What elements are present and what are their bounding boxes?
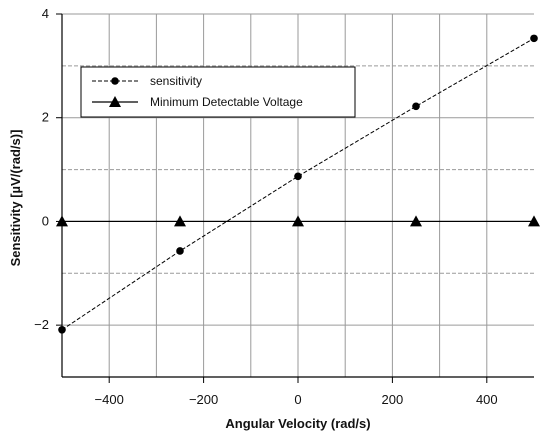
- x-tick-label: −200: [189, 392, 218, 407]
- legend-sensitivity-label: sensitivity: [150, 74, 202, 88]
- legend-minimum-detectable-voltage-marker: [109, 96, 121, 107]
- sensitivity-point: [412, 102, 420, 111]
- sensitivity-point: [176, 247, 184, 255]
- y-tick-label: 2: [42, 110, 49, 125]
- legend-sensitivity-marker: [111, 77, 119, 85]
- sensitivity-point: [58, 326, 66, 334]
- x-tick-label: 400: [476, 392, 498, 407]
- sensitivity-point: [530, 34, 538, 43]
- x-tick-label: 0: [294, 392, 301, 407]
- legend-box: [80, 66, 356, 118]
- x-axis-title: Angular Velocity (rad/s): [225, 416, 370, 431]
- y-tick-label: −2: [34, 317, 49, 332]
- minimum-detectable-voltage-point: [410, 215, 422, 227]
- sensitivity-line: [61, 37, 535, 331]
- minimum-detectable-voltage-point: [528, 215, 540, 227]
- series-layer: [56, 34, 540, 334]
- x-tick-label: −400: [95, 392, 124, 407]
- y-axis-title: Sensitivity [µV/(rad/s)]: [8, 130, 23, 267]
- minimum-detectable-voltage-point: [56, 215, 68, 227]
- y-tick-label: 0: [42, 213, 49, 228]
- legend-minimum-detectable-voltage-label: Minimum Detectable Voltage: [150, 95, 303, 109]
- legend: sensitivity Minimum Detectable Voltage: [80, 66, 356, 118]
- minimum-detectable-voltage-point: [292, 215, 304, 227]
- minimum-detectable-voltage-point: [174, 215, 186, 227]
- axes-layer: −400 −200 0 200 400 −2 0 2 4: [34, 6, 534, 407]
- sensitivity-point: [294, 172, 302, 181]
- y-tick-label: 4: [42, 6, 49, 21]
- x-tick-label: 200: [382, 392, 404, 407]
